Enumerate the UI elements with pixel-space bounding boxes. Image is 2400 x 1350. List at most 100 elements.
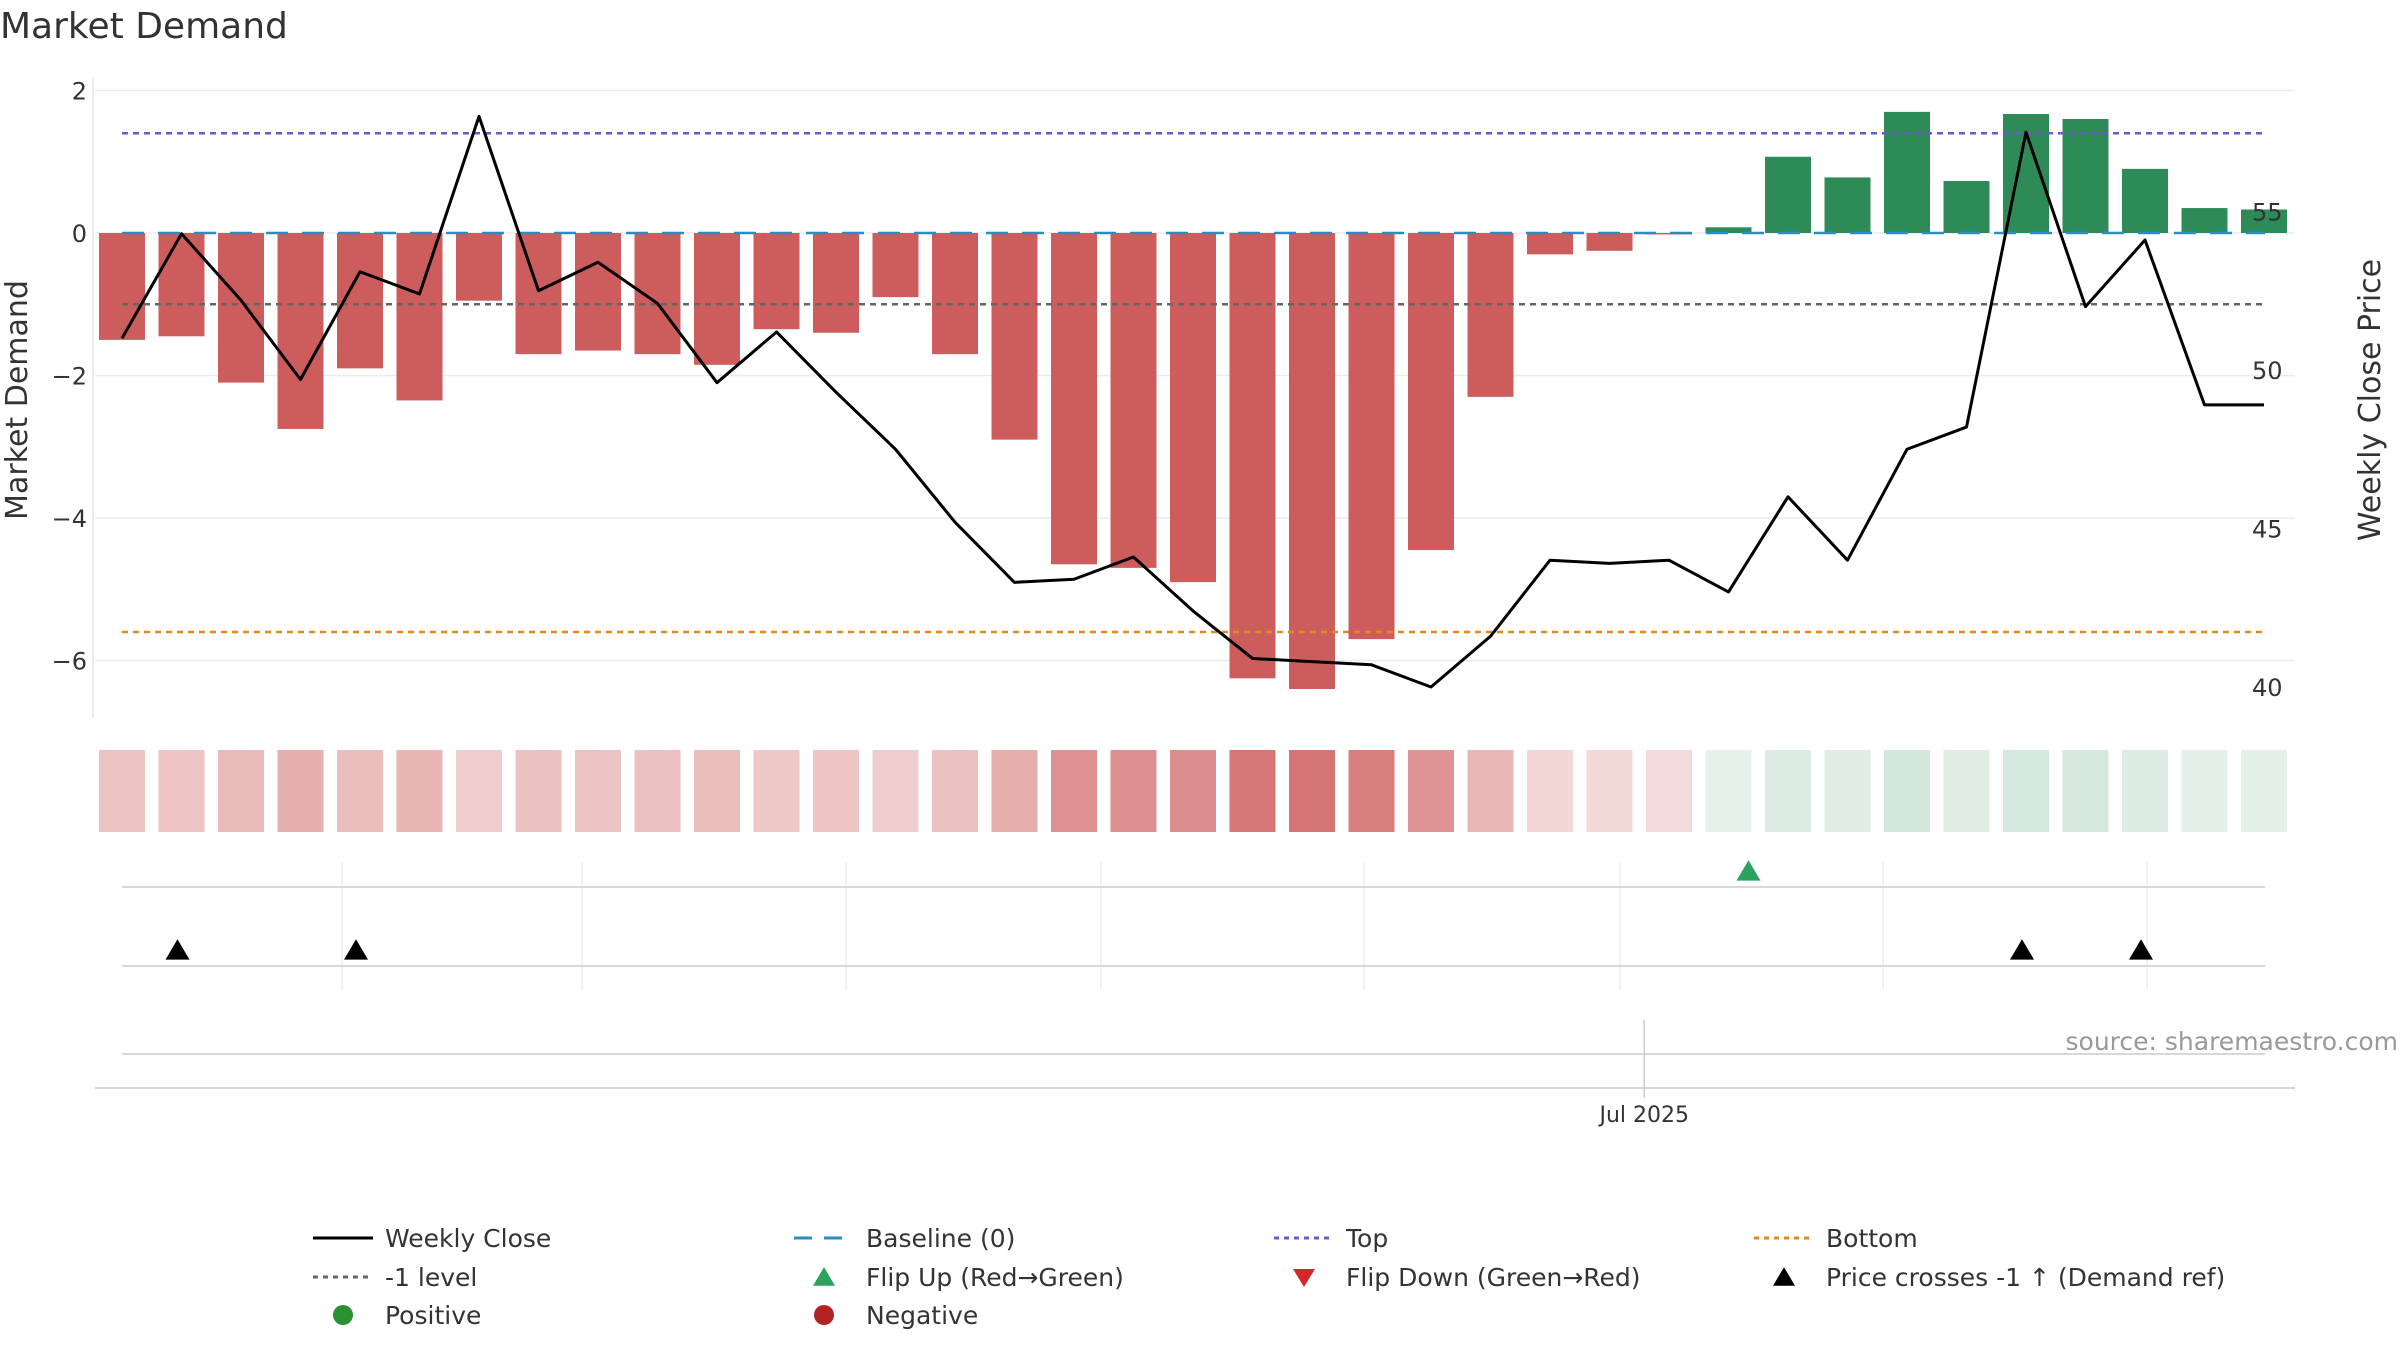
demand-heat-strip (99, 750, 2287, 832)
demand-bar (2122, 168, 2168, 233)
demand-bar (1051, 233, 1097, 565)
heat-cell (515, 750, 562, 832)
heat-cell (1705, 750, 1752, 832)
demand-bar (753, 233, 800, 330)
legend-label: Flip Down (Green→Red) (1346, 1263, 1641, 1292)
heat-cell (1765, 750, 1811, 832)
legend-label: Bottom (1826, 1224, 1918, 1253)
legend-label: Negative (866, 1301, 978, 1330)
heat-cell (1348, 750, 1395, 832)
demand-bar (158, 233, 205, 337)
demand-bar (1705, 227, 1752, 233)
demand-bar (218, 233, 264, 383)
heat-cell (694, 750, 740, 832)
demand-bar (99, 233, 145, 340)
demand-bar (575, 233, 621, 351)
demand-bar (1408, 233, 1454, 551)
heat-cell (337, 750, 383, 832)
left-axis-ticks: 2 0 −2 −4 −6 (52, 78, 87, 676)
chart-title: Market Demand (0, 6, 288, 47)
demand-bar (515, 233, 562, 355)
heat-cell (218, 750, 264, 832)
demand-bar (2241, 209, 2287, 233)
y-tick-label: 2 (72, 78, 87, 106)
heat-cell (634, 750, 681, 832)
demand-bar (1824, 177, 1871, 233)
flip-up-marker (1736, 860, 1761, 881)
heat-cell (991, 750, 1038, 832)
heat-cell (1408, 750, 1454, 832)
legend-label: -1 level (385, 1263, 477, 1292)
heat-cell (158, 750, 205, 832)
demand-bar (1765, 156, 1811, 233)
price-cross-marker (2129, 939, 2153, 960)
demand-bars (99, 111, 2287, 689)
heat-cell (1884, 750, 1930, 832)
demand-bar (2062, 119, 2109, 233)
y-tick-label: 0 (72, 220, 87, 248)
y2-axis-title: Weekly Close Price (2353, 259, 2388, 541)
price-cross-marker (165, 939, 190, 960)
heat-cell (1527, 750, 1573, 832)
heat-cell (2122, 750, 2168, 832)
heat-cell (932, 750, 978, 832)
heat-cell (753, 750, 800, 832)
y-tick-label: −2 (52, 363, 87, 391)
y-axis-title: Market Demand (0, 280, 35, 520)
demand-bar (1348, 233, 1395, 640)
y2-tick-label: 40 (2252, 674, 2283, 702)
heat-cell (2241, 750, 2287, 832)
heat-cell (872, 750, 919, 832)
demand-bar (1527, 233, 1573, 255)
y-tick-label: −6 (52, 648, 87, 676)
legend-swatch (813, 1267, 835, 1286)
heat-cell (1289, 750, 1335, 832)
demand-bar (277, 233, 324, 429)
demand-bar (1229, 233, 1276, 679)
demand-bar (456, 233, 502, 301)
demand-bar (1884, 111, 1930, 233)
demand-bar (1586, 233, 1633, 251)
heat-cell (1646, 750, 1692, 832)
weekly-close-line (120, 114, 2264, 689)
heat-cell (1943, 750, 1990, 832)
demand-bar (1467, 233, 1514, 397)
heat-cell (2003, 750, 2049, 832)
demand-bar (1110, 233, 1157, 568)
heat-cell (1467, 750, 1514, 832)
heat-cell (575, 750, 621, 832)
heat-cell (456, 750, 502, 832)
demand-bar (1646, 233, 1692, 235)
demand-bar (932, 233, 978, 355)
x-tick-label: Jul 2025 (1597, 1103, 1689, 1128)
demand-bar (813, 233, 859, 333)
heat-cell (1110, 750, 1157, 832)
heat-cell (1170, 750, 1216, 832)
demand-bar (2181, 208, 2228, 233)
legend-swatch (814, 1305, 834, 1325)
heat-cell (277, 750, 324, 832)
heat-cell (396, 750, 443, 832)
legend-label: Flip Up (Red→Green) (866, 1263, 1124, 1292)
right-axis-ticks: 55 50 45 40 (2252, 199, 2283, 703)
heat-cell (1586, 750, 1633, 832)
demand-bar (1289, 233, 1335, 689)
heat-cell (1824, 750, 1871, 832)
weekly-close-line-group (120, 114, 2264, 689)
demand-bar (396, 233, 443, 401)
marker-rows (95, 860, 2295, 1098)
legend: Weekly Close Baseline (0) Top Bottom -1 leve… (313, 1224, 2225, 1330)
legend-label: Top (1345, 1224, 1388, 1253)
demand-bar (991, 233, 1038, 440)
legend-swatch (333, 1305, 353, 1325)
heat-cell (99, 750, 145, 832)
demand-bar (872, 233, 919, 298)
demand-bar (1170, 233, 1216, 583)
y-tick-label: −4 (52, 505, 87, 533)
legend-swatch (1293, 1269, 1315, 1287)
heat-cell (1051, 750, 1097, 832)
price-cross-marker (344, 939, 368, 960)
legend-label: Price crosses -1 ↑ (Demand ref) (1826, 1263, 2225, 1292)
y2-tick-label: 50 (2252, 357, 2283, 385)
